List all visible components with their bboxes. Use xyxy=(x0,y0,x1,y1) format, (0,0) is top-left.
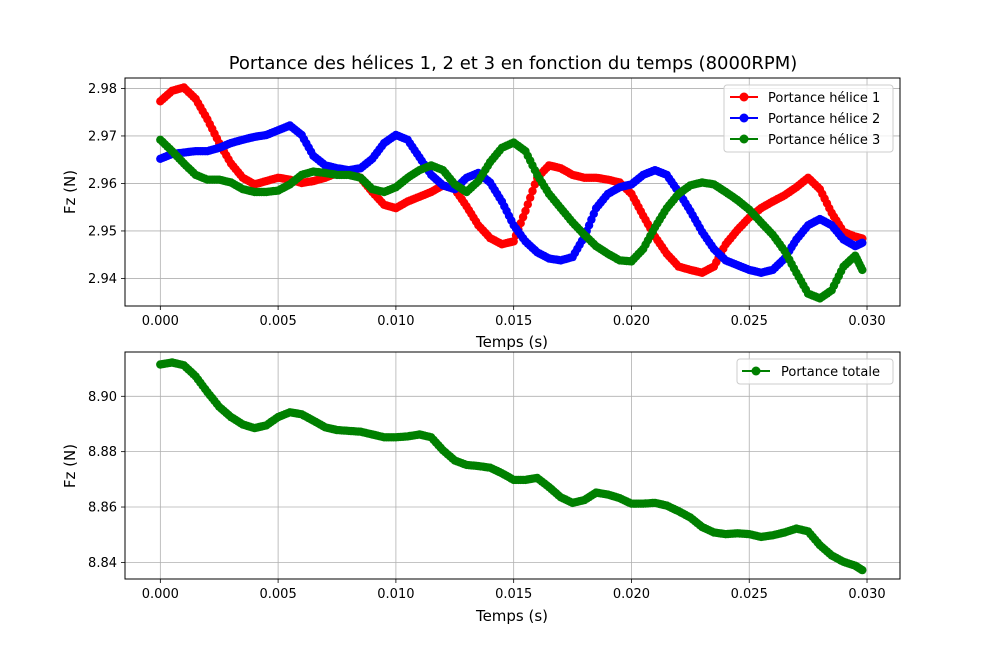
y-tick-label: 2.94 xyxy=(88,272,117,287)
x-tick-label: 0.030 xyxy=(848,587,885,602)
x-axis-label: Temps (s) xyxy=(475,607,548,625)
x-tick-label: 0.015 xyxy=(495,314,532,329)
y-tick-label: 2.97 xyxy=(88,129,117,144)
x-tick-label: 0.020 xyxy=(613,314,650,329)
plot-frame xyxy=(124,77,901,307)
y-axis-ticks: 2.94 2.95 2.96 2.97 2.98 xyxy=(88,82,125,287)
data-point-portance-h-lice-2 xyxy=(858,238,867,247)
legend-label-helice-3: Portance hélice 3 xyxy=(768,133,880,148)
y-tick-label: 2.96 xyxy=(88,177,117,192)
y-axis-ticks: 8.84 8.86 8.88 8.90 xyxy=(88,390,125,571)
plot-frame xyxy=(124,351,901,580)
y-tick-label: 8.90 xyxy=(88,390,117,405)
data-point-portance-totale xyxy=(858,565,867,575)
marker-portance-h-lice-1 xyxy=(526,193,535,202)
x-tick-label: 0.010 xyxy=(377,587,414,602)
grid xyxy=(125,352,900,579)
legend-label-totale: Portance totale xyxy=(781,365,880,380)
legend: Portance hélice 1 Portance hélice 2 Port… xyxy=(723,84,894,153)
legend-label-helice-2: Portance hélice 2 xyxy=(768,112,880,127)
x-tick-label: 0.005 xyxy=(260,314,297,329)
x-axis-ticks: 0.000 0.005 0.010 0.015 0.020 0.025 0.030 xyxy=(142,579,886,602)
x-tick-label: 0.030 xyxy=(848,314,885,329)
y-tick-label: 2.98 xyxy=(88,82,117,97)
legend-label-helice-1: Portance hélice 1 xyxy=(768,91,880,106)
x-tick-label: 0.005 xyxy=(260,587,297,602)
legend-marker-helice-3 xyxy=(739,134,749,144)
legend-box xyxy=(723,84,894,153)
legend: Portance totale xyxy=(736,358,894,385)
marker-portance-h-lice-1 xyxy=(528,186,537,196)
x-tick-label: 0.010 xyxy=(377,314,414,329)
y-axis-label: Fz (N) xyxy=(61,444,79,488)
x-tick-label: 0.025 xyxy=(731,587,768,602)
y-tick-label: 2.95 xyxy=(88,224,117,239)
x-tick-label: 0.025 xyxy=(731,314,768,329)
x-tick-label: 0.000 xyxy=(142,587,179,602)
y-tick-label: 8.86 xyxy=(88,501,117,516)
x-tick-label: 0.015 xyxy=(495,587,532,602)
x-axis-ticks: 0.000 0.005 0.010 0.015 0.020 0.025 0.030 xyxy=(142,306,886,329)
chart-title: Portance des hélices 1, 2 et 3 en foncti… xyxy=(229,53,798,74)
legend-marker-totale xyxy=(751,366,761,376)
x-axis-label: Temps (s) xyxy=(475,333,548,351)
x-tick-label: 0.000 xyxy=(142,314,179,329)
y-tick-label: 8.84 xyxy=(88,556,117,571)
data-point-portance-h-lice-1 xyxy=(521,206,530,216)
marker-portance-h-lice-1 xyxy=(523,200,532,209)
series-markers xyxy=(156,358,867,575)
legend-box xyxy=(736,358,894,385)
x-tick-label: 0.020 xyxy=(613,587,650,602)
y-axis-label: Fz (N) xyxy=(61,170,79,214)
data-point-portance-h-lice-3 xyxy=(858,265,867,275)
series-markers xyxy=(156,83,867,303)
marker-portance-h-lice-1 xyxy=(530,180,540,189)
chart-helices: Portance des hélices 1, 2 et 3 en foncti… xyxy=(61,53,901,351)
chart-totale: 0.000 0.005 0.010 0.015 0.020 0.025 0.030 8.84… xyxy=(61,351,901,625)
legend-marker-helice-1 xyxy=(739,92,749,102)
legend-marker-helice-2 xyxy=(739,113,749,123)
y-tick-label: 8.88 xyxy=(88,445,117,460)
